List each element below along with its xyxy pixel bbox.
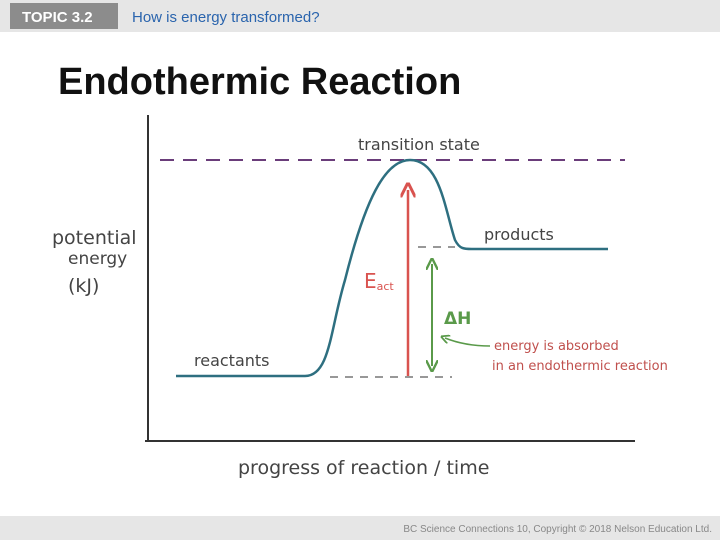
annotation-line: in an endothermic reaction bbox=[492, 359, 668, 374]
header-bar bbox=[0, 0, 720, 32]
slide-title: Endothermic Reaction bbox=[58, 61, 461, 103]
reactants-label: reactants bbox=[194, 351, 270, 370]
topic-badge bbox=[10, 3, 118, 29]
topic: TOPIC 3.2 bbox=[22, 9, 93, 26]
transition-state-label: transition state bbox=[358, 135, 480, 154]
delta-h-label: ΔH bbox=[444, 309, 471, 329]
x-axis-label: progress of reaction / time bbox=[238, 457, 489, 479]
y-label-line: energy bbox=[68, 249, 127, 269]
eact-sub: act bbox=[377, 280, 395, 293]
energy-curve bbox=[176, 158, 608, 378]
footer-bar bbox=[0, 516, 720, 540]
eact-label: Eact bbox=[364, 269, 394, 293]
footer-credit: BC Science Connections 10, Copyright © 2… bbox=[403, 524, 712, 535]
eact-main: E bbox=[364, 269, 377, 293]
y-axis-label: potential energy (kJ) bbox=[52, 227, 137, 297]
question: How is energy transformed? bbox=[132, 9, 320, 26]
products-label: products bbox=[484, 225, 554, 244]
y-label-line: (kJ) bbox=[68, 275, 99, 297]
annotation-arrow bbox=[445, 338, 491, 347]
y-label-line: potential bbox=[52, 227, 137, 249]
annotation-line: energy is absorbed bbox=[494, 339, 619, 354]
